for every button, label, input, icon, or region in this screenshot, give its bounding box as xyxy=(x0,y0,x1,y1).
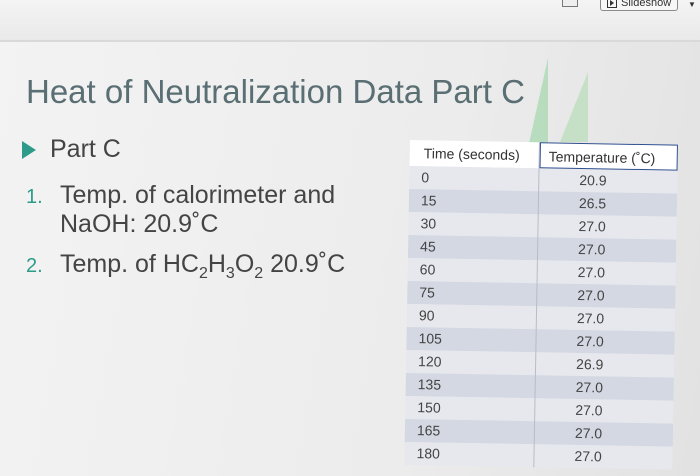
decorative-shape xyxy=(528,58,548,148)
data-table: Time (seconds) Temperature (˚C) 0 20.9 15 2… xyxy=(404,140,678,470)
cell-temperature: 26.5 xyxy=(578,194,607,212)
cell-time: 75 xyxy=(407,280,538,307)
cell-time: 15 xyxy=(408,188,540,215)
play-icon xyxy=(607,0,617,8)
slide-title: Heat of Neutralization Data Part C xyxy=(26,73,525,110)
cell-temperature: 27.0 xyxy=(574,447,602,465)
cell-time: 105 xyxy=(406,326,537,353)
table-row: 180 27.0 xyxy=(404,441,673,470)
cell-time: 45 xyxy=(407,234,539,261)
cell-temperature: 20.9 xyxy=(579,171,607,189)
cell-temperature: 27.0 xyxy=(577,263,606,281)
subscript: 3 xyxy=(225,265,235,282)
header-temperature: Temperature (˚C) xyxy=(539,142,678,171)
cell-time: 30 xyxy=(408,211,539,238)
cell-temperature: 27.0 xyxy=(576,332,604,350)
cell-time: 0 xyxy=(409,165,540,192)
window-icon[interactable] xyxy=(562,0,578,7)
cell-temperature: 27.0 xyxy=(575,378,604,396)
formula-part: H xyxy=(207,250,226,278)
cell-time: 135 xyxy=(405,372,536,399)
chevron-down-icon[interactable]: ▼ xyxy=(688,0,696,9)
bullet-heading: Part C xyxy=(22,135,121,164)
cell-time: 165 xyxy=(404,418,536,445)
cell-temperature: 27.0 xyxy=(575,401,603,419)
cell-temperature: 27.0 xyxy=(574,424,603,442)
header-time: Time (seconds) xyxy=(409,140,540,169)
formula-part: O xyxy=(234,250,255,278)
subscript: 2 xyxy=(254,265,264,282)
list-item: 1. Temp. of calorimeter and xyxy=(26,181,335,212)
subscript: 2 xyxy=(198,265,208,282)
list-number: 1. xyxy=(26,186,43,208)
list-text: Temp. of calorimeter and xyxy=(60,181,336,209)
triangle-bullet-icon xyxy=(22,140,36,159)
cell-temperature: 26.9 xyxy=(575,355,604,373)
list-number: 2. xyxy=(26,255,43,277)
decorative-shape xyxy=(560,72,588,142)
list-item: 2. Temp. of HC2H3O2 20.9˚C xyxy=(26,250,345,288)
cell-time: 180 xyxy=(404,441,535,468)
cell-temperature: 27.0 xyxy=(576,309,605,327)
cell-time: 150 xyxy=(405,395,536,422)
cell-temperature: 27.0 xyxy=(577,286,605,304)
cell-temperature: 27.0 xyxy=(577,240,606,258)
bullet-label: Part C xyxy=(50,135,121,163)
app-toolbar: Slideshow ▼ xyxy=(0,0,700,40)
cell-temperature: 27.0 xyxy=(578,217,606,235)
list-text: Temp. of HC xyxy=(60,250,199,278)
list-item-continuation: NaOH: 20.9˚C xyxy=(60,210,219,238)
slideshow-button[interactable]: Slideshow xyxy=(600,0,679,11)
cell-time: 60 xyxy=(407,257,538,284)
cell-time: 90 xyxy=(406,303,538,330)
cell-time: 120 xyxy=(405,349,537,376)
slideshow-label: Slideshow xyxy=(621,0,672,9)
formula-suffix: 20.9˚C xyxy=(263,250,346,278)
